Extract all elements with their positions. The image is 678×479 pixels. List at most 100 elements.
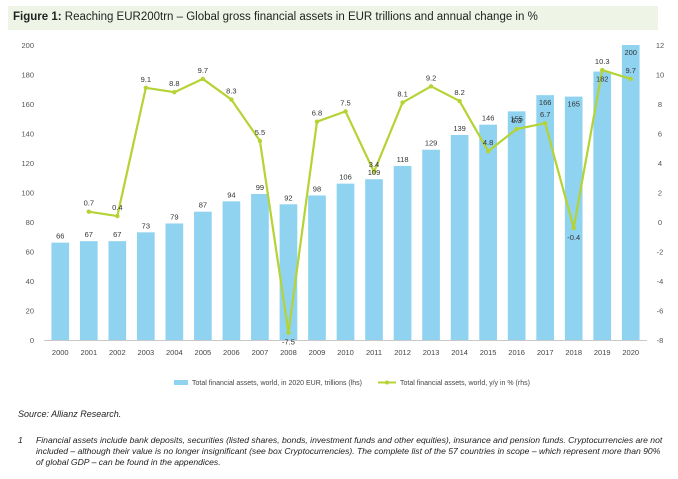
x-tick-label: 2007: [252, 348, 269, 357]
growth-point-2002: [115, 213, 120, 219]
bar-2013: [422, 149, 440, 340]
left-tick-label: 60: [26, 248, 34, 257]
bar-2004: [165, 223, 184, 340]
bar-value-label: 98: [313, 184, 321, 193]
bar-value-label: 200: [624, 48, 637, 57]
right-tick-label: 6: [658, 130, 662, 139]
bar-value-label: 73: [142, 221, 150, 230]
line-value-label: -7.5: [282, 338, 295, 347]
bar-value-label: 165: [567, 100, 580, 109]
bar-2000: [51, 242, 70, 340]
source-note: Source: Allianz Research.: [18, 409, 122, 419]
labels-group: 66 67 67 73 79 87 94 99 92 98 106 109 118 129 139 146 15…: [56, 48, 637, 347]
bar-value-label: 155: [510, 114, 523, 123]
line-value-label: 9.7: [198, 66, 208, 75]
bar-2015: [479, 124, 497, 341]
growth-point-2001: [86, 209, 91, 214]
line-value-label: 0.4: [112, 203, 122, 212]
x-tick-label: 2017: [537, 348, 554, 357]
left-tick-label: 180: [21, 71, 34, 80]
bar-2002: [108, 241, 127, 340]
line-value-label: 6.8: [312, 109, 322, 118]
growth-point-2007: [257, 138, 263, 144]
x-tick-label: 2015: [480, 348, 497, 357]
legend-group: Total financial assets, world, in 2020 E…: [174, 380, 530, 387]
line-value-label: 8.1: [397, 90, 407, 99]
bar-value-label: 66: [56, 232, 64, 241]
axes-group: 0 20 40 60 80 100 120 140 160 180 200 -8 -6 -4 -2 0 2 4 6 8…: [21, 41, 664, 357]
bar-value-label: 182: [596, 75, 609, 84]
bar-2016: [507, 111, 526, 340]
bar-2005: [194, 211, 212, 340]
bar-value-label: 129: [425, 139, 438, 148]
growth-point-2016: [514, 126, 519, 132]
line-value-label: 6.7: [540, 110, 550, 119]
left-tick-label: 0: [30, 336, 34, 345]
growth-point-2013: [428, 84, 434, 89]
growth-point-2018: [571, 225, 576, 231]
bar-2001: [79, 241, 98, 340]
bar-value-label: 106: [339, 173, 352, 182]
line-value-label: 3.4: [369, 160, 379, 169]
growth-point-2020: [628, 76, 633, 82]
bar-2009: [308, 195, 326, 340]
bar-value-label: 67: [113, 230, 121, 239]
left-tick-label: 120: [21, 159, 34, 168]
left-tick-label: 100: [21, 189, 34, 198]
growth-point-2003: [143, 85, 149, 90]
right-tick-label: 2: [658, 189, 662, 198]
legend-line-label: Total financial assets, world, y/y in % …: [400, 380, 530, 387]
x-tick-label: 2018: [565, 348, 582, 357]
growth-point-2004: [172, 90, 177, 95]
bar-2008: [279, 204, 298, 340]
bar-2012: [393, 165, 412, 340]
growth-point-2012: [400, 100, 405, 105]
line-value-label: 9.7: [626, 66, 636, 75]
left-tick-label: 200: [21, 41, 34, 50]
x-tick-label: 2011: [366, 348, 382, 357]
x-tick-label: 2012: [394, 348, 411, 357]
bar-value-label: 146: [482, 114, 495, 123]
right-tick-label: 8: [658, 100, 662, 109]
bar-value-label: 118: [397, 155, 409, 164]
x-tick-label: 2004: [166, 348, 183, 357]
left-tick-label: 140: [21, 130, 34, 139]
bar-2019: [593, 71, 612, 341]
bar-2020: [621, 45, 640, 340]
bar-value-label: 94: [227, 190, 235, 199]
growth-point-2005: [200, 76, 206, 82]
line-value-label: 0.7: [84, 199, 94, 208]
figure-title-text: Reaching EUR200trn – Global gross financ…: [64, 11, 538, 23]
right-tick-label: -4: [657, 277, 664, 286]
growth-point-2015: [485, 149, 491, 154]
right-tick-label: 10: [656, 71, 664, 80]
growth-point-2006: [229, 97, 234, 102]
bar-value-label: 99: [256, 183, 264, 192]
bar-value-label: 67: [85, 230, 93, 239]
bar-2018: [564, 96, 583, 340]
bar-2011: [365, 179, 383, 340]
bar-value-label: 166: [539, 98, 552, 107]
line-group: [86, 67, 633, 335]
line-value-label: 4.8: [483, 138, 493, 147]
x-tick-label: 2016: [508, 348, 525, 357]
growth-point-2011: [371, 169, 377, 175]
figure-title: Figure 1: Reaching EUR200trn – Global gr…: [13, 11, 538, 23]
line-value-label: 8.8: [169, 79, 179, 88]
footnote-number: 1: [18, 435, 23, 445]
line-value-label: 8.3: [226, 87, 236, 96]
footnote-text: Financial assets include bank deposits, …: [36, 435, 663, 467]
bars-group: [51, 45, 640, 341]
right-tick-label: 4: [658, 159, 662, 168]
bar-2014: [450, 134, 469, 340]
bar-value-label: 92: [284, 193, 292, 202]
line-value-label: 9.1: [141, 75, 151, 84]
bar-value-label: 87: [199, 201, 207, 210]
growth-point-2008: [286, 330, 291, 335]
x-tick-label: 2001: [80, 348, 97, 357]
line-value-label: 7.5: [340, 98, 350, 107]
left-tick-label: 20: [26, 307, 34, 316]
x-tick-label: 2008: [280, 348, 297, 357]
right-tick-label: 12: [656, 41, 664, 50]
growth-point-2017: [542, 120, 548, 126]
